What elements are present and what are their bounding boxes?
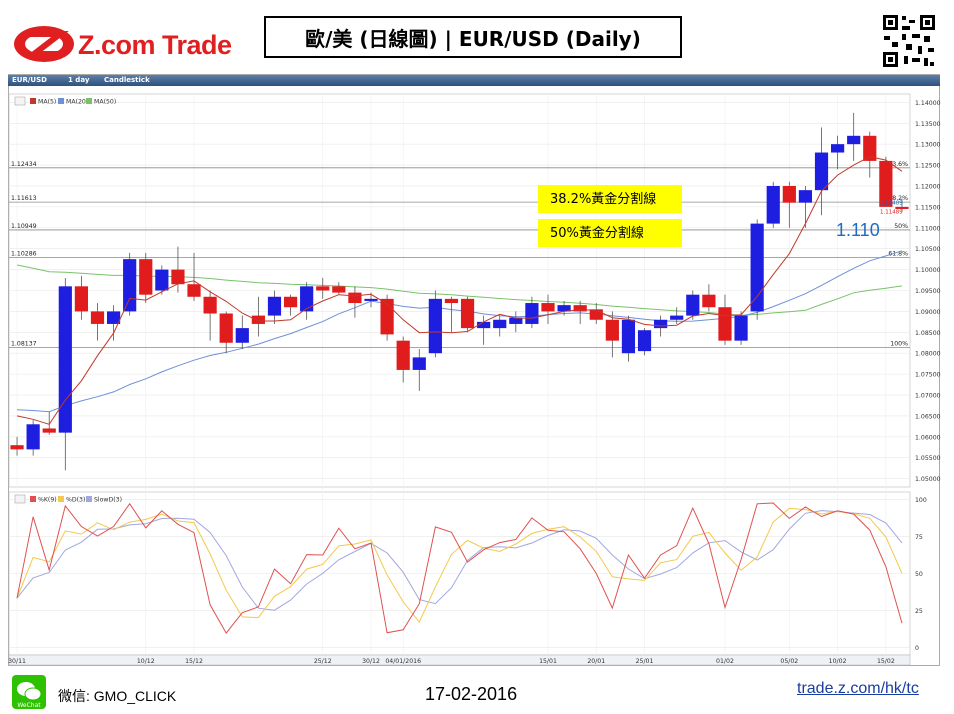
last-price-label: 1.110 xyxy=(836,220,880,240)
toolbar-interval[interactable]: 1 day xyxy=(68,76,90,84)
footer-date: 17-02-2016 xyxy=(425,684,518,704)
footer-link[interactable]: trade.z.com/hk/tc xyxy=(797,680,919,697)
chart-toolbar: EUR/USD 1 day Candlestick xyxy=(8,75,940,86)
qr-code-icon xyxy=(882,14,936,68)
wechat-id: 微信: GMO_CLICK xyxy=(58,688,177,704)
z-logo-icon xyxy=(14,26,74,62)
toolbar-symbol[interactable]: EUR/USD xyxy=(12,76,47,84)
page-title: 歐/美 (日線圖) | EUR/USD (Daily) xyxy=(264,16,682,58)
fib-382-label: 38.2%黃金分割線 xyxy=(538,185,682,213)
wechat-label: WeChat xyxy=(17,702,41,709)
fib-50-label: 50%黃金分割線 xyxy=(538,219,682,247)
zcom-trade-logo: Z.com Trade xyxy=(12,20,232,68)
logo-text: Z.com Trade xyxy=(78,30,232,60)
wechat-icon: WeChat xyxy=(12,675,46,709)
toolbar-style[interactable]: Candlestick xyxy=(104,76,150,84)
chart-panel xyxy=(8,74,940,666)
